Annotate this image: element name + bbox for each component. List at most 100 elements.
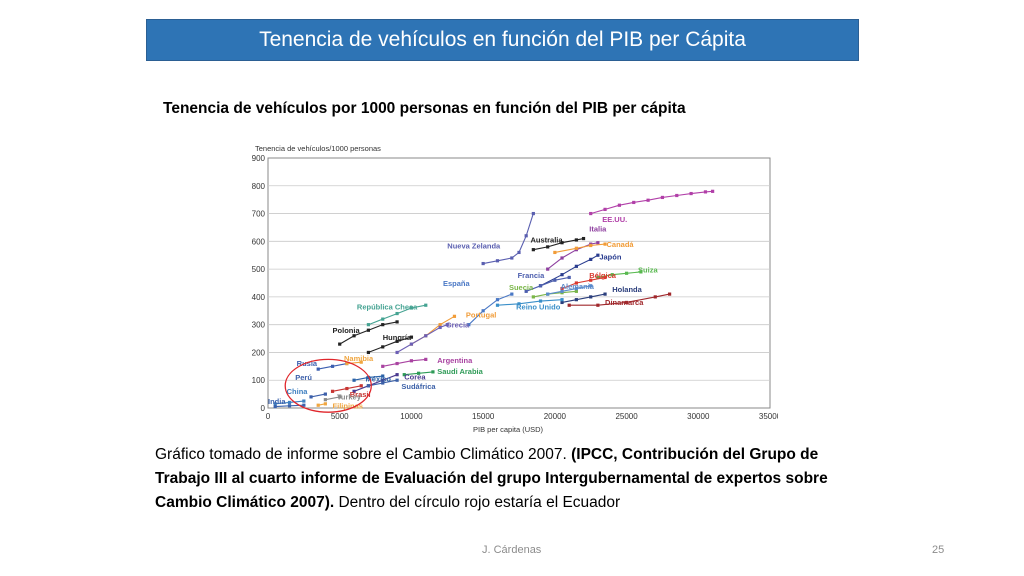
data-point bbox=[495, 298, 500, 302]
data-point bbox=[574, 281, 578, 285]
series-label: Perú bbox=[295, 373, 312, 382]
data-point bbox=[366, 375, 370, 380]
data-point bbox=[617, 203, 621, 207]
data-point bbox=[381, 345, 385, 349]
data-point bbox=[603, 207, 607, 211]
data-point bbox=[589, 243, 593, 248]
series-label: Alemania bbox=[561, 282, 595, 291]
slide-title-bar: Tenencia de vehículos en función del PIB… bbox=[146, 19, 859, 61]
data-point bbox=[603, 275, 607, 280]
data-point bbox=[409, 359, 414, 363]
series-line bbox=[554, 243, 606, 253]
series-label: Namibia bbox=[344, 354, 374, 363]
data-point bbox=[524, 234, 528, 238]
data-point bbox=[323, 392, 327, 396]
data-point bbox=[330, 364, 335, 368]
data-point bbox=[703, 190, 708, 194]
data-point bbox=[409, 342, 414, 346]
data-point bbox=[596, 253, 600, 257]
data-point bbox=[653, 295, 657, 299]
series-label: Argentina bbox=[437, 356, 473, 365]
data-point bbox=[524, 289, 528, 293]
x-tick-label: 0 bbox=[266, 412, 271, 421]
data-point bbox=[359, 360, 363, 364]
data-point bbox=[517, 302, 521, 306]
series-line bbox=[382, 358, 426, 367]
series-line bbox=[497, 299, 563, 306]
data-point bbox=[567, 275, 571, 280]
y-axis-label: Tenencia de vehículos/1000 personas bbox=[255, 144, 381, 153]
x-tick-label: 20000 bbox=[544, 412, 567, 421]
data-point bbox=[366, 323, 370, 327]
data-point bbox=[589, 295, 593, 299]
data-point bbox=[531, 211, 535, 216]
data-point bbox=[395, 378, 399, 382]
series-label: Australia bbox=[530, 236, 563, 245]
data-point bbox=[574, 246, 578, 250]
chart-svg: 0 100 200 300 400 500 600 700 800 900 0 5000 10000 15… bbox=[252, 144, 778, 434]
data-point bbox=[395, 361, 399, 366]
data-point bbox=[531, 248, 535, 252]
data-point bbox=[359, 384, 363, 388]
series-label: Polonia bbox=[333, 326, 361, 335]
data-point bbox=[424, 357, 428, 361]
data-point bbox=[309, 395, 313, 399]
data-point bbox=[567, 303, 571, 307]
data-point bbox=[338, 342, 342, 346]
data-point bbox=[610, 273, 614, 277]
data-point bbox=[538, 284, 543, 288]
caption: Gráfico tomado de informe sobre el Cambi… bbox=[155, 443, 875, 515]
data-point bbox=[381, 374, 385, 378]
data-point bbox=[438, 325, 442, 330]
series-line bbox=[590, 190, 713, 215]
footer-author: J. Cárdenas bbox=[482, 544, 542, 556]
data-point bbox=[323, 398, 327, 402]
data-point bbox=[445, 323, 449, 327]
data-point bbox=[417, 371, 421, 375]
caption-part3: Dentro del círculo rojo estaría el Ecuad… bbox=[334, 494, 621, 511]
series-line bbox=[526, 276, 570, 292]
data-point bbox=[596, 303, 600, 307]
data-point bbox=[603, 292, 607, 296]
series-label: Brasil bbox=[350, 390, 371, 399]
data-point bbox=[467, 323, 471, 327]
x-tick-label: 35000 bbox=[759, 412, 778, 421]
series-label: República Checa bbox=[357, 302, 418, 311]
series-line bbox=[325, 396, 340, 401]
data-point bbox=[352, 334, 356, 338]
data-point bbox=[560, 256, 564, 260]
series-line bbox=[468, 293, 513, 326]
data-point bbox=[495, 303, 500, 307]
series-label: Portugal bbox=[466, 311, 496, 320]
data-point bbox=[574, 264, 578, 268]
series-label: Filipinas bbox=[333, 402, 363, 411]
data-point bbox=[302, 399, 306, 403]
series-label: España bbox=[443, 279, 471, 288]
series-label: Nueva Zelanda bbox=[447, 241, 501, 250]
data-point bbox=[495, 259, 500, 263]
data-point bbox=[431, 370, 435, 374]
data-point bbox=[632, 200, 636, 205]
data-point bbox=[560, 273, 564, 277]
data-point bbox=[560, 300, 564, 305]
data-point bbox=[553, 278, 557, 282]
series-label: México bbox=[366, 375, 392, 384]
data-point bbox=[273, 402, 277, 406]
data-point bbox=[273, 405, 277, 409]
series-label: Reino Unido bbox=[516, 302, 561, 311]
series-label: EE.UU. bbox=[602, 215, 627, 224]
data-point bbox=[668, 292, 672, 296]
data-point bbox=[553, 250, 557, 255]
series-label: Dinamarca bbox=[605, 298, 644, 307]
series-label: Grecia bbox=[446, 320, 470, 329]
data-point bbox=[689, 191, 693, 196]
y-tick-label: 500 bbox=[252, 265, 266, 274]
data-point bbox=[589, 211, 593, 216]
data-point bbox=[624, 300, 629, 305]
data-point bbox=[546, 292, 550, 296]
data-point bbox=[409, 306, 414, 310]
y-tick-label: 700 bbox=[252, 210, 266, 219]
caption-part2: (IPCC, Contribución del Grupo de Trabajo… bbox=[155, 446, 828, 511]
data-point bbox=[574, 286, 578, 291]
series-line bbox=[353, 374, 398, 392]
